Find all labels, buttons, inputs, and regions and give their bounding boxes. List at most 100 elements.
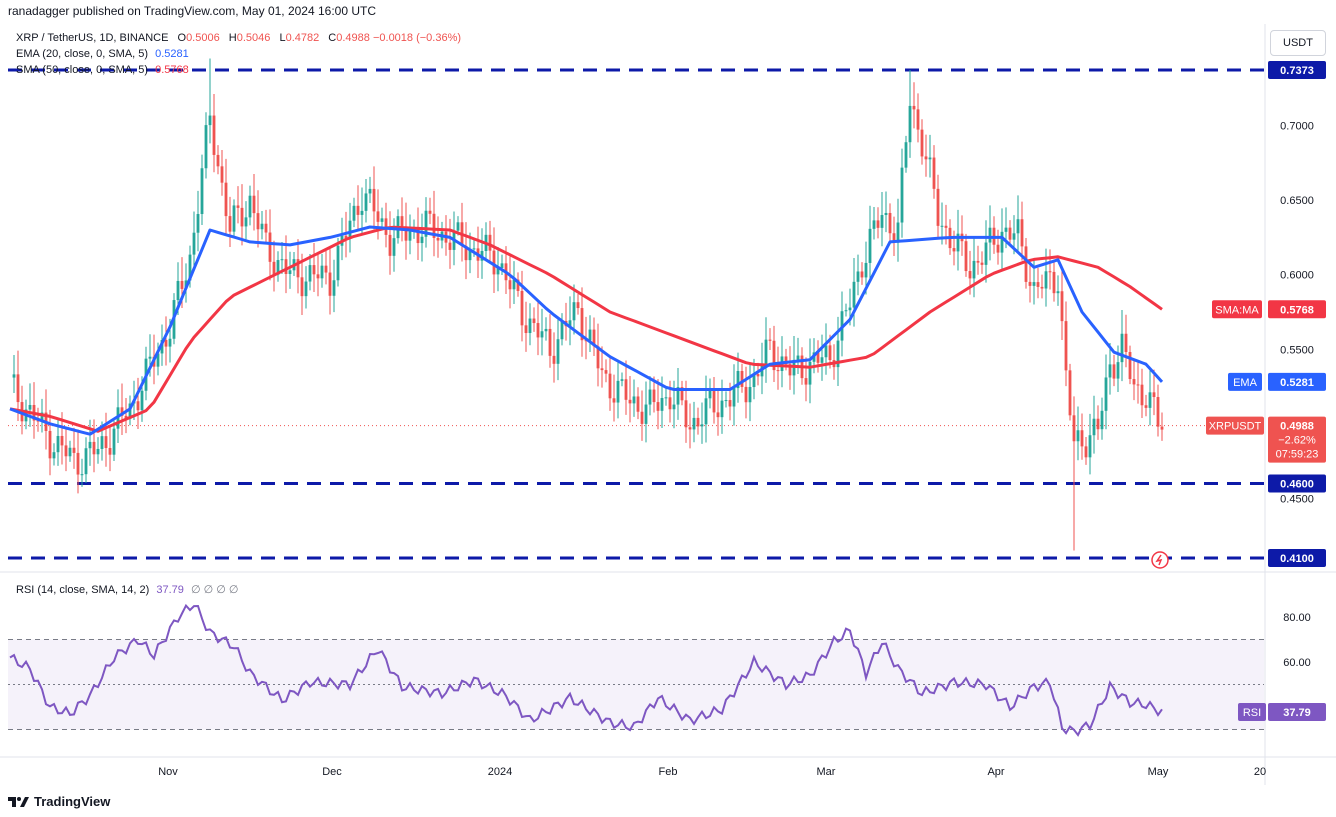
candle-body-21 [92, 441, 96, 455]
candle-body-20 [88, 441, 92, 449]
level-tag-2 [1268, 549, 1326, 567]
candle-body-120 [488, 234, 492, 251]
candle-body-151 [612, 398, 616, 403]
candle-body-128 [520, 290, 524, 326]
candle-body-40 [168, 338, 172, 347]
currency-button[interactable]: USDT [1270, 30, 1326, 56]
candle-body-184 [744, 386, 748, 403]
candle-body-146 [592, 329, 596, 347]
candle-body-39 [164, 339, 168, 347]
sma-legend-label: SMA (50, close, 0, SMA, 5) [16, 64, 149, 76]
level-tag-label-2: 0.4100 [1280, 553, 1314, 565]
candle-body-66 [272, 261, 276, 275]
time-tick-label-1: Dec [322, 766, 342, 778]
candle-body-264 [1064, 321, 1068, 371]
candle-body-60 [248, 195, 252, 218]
candle-body-183 [740, 370, 744, 387]
rsi-tick-label-1: 60.00 [1283, 657, 1311, 669]
candle-body-240 [968, 271, 972, 279]
candle-body-2 [16, 374, 20, 403]
candle-body-202 [816, 352, 820, 363]
price-tick-label-1: 0.6500 [1280, 195, 1314, 207]
rsi-tick-label-0: 80.00 [1283, 612, 1311, 624]
candle-body-145 [588, 329, 592, 341]
candle-body-225 [908, 105, 912, 143]
candle-body-272 [1096, 418, 1100, 430]
candle-body-80 [328, 272, 332, 296]
candle-body-116 [472, 248, 476, 250]
candle-body-213 [860, 271, 864, 278]
open-label: O [177, 32, 187, 44]
candle-body-49 [204, 125, 208, 169]
candle-body-19 [84, 448, 88, 475]
last-price-tag-change: −2.62% [1278, 435, 1316, 447]
candle-body-52 [216, 154, 220, 167]
candle-body-138 [560, 320, 564, 340]
candle-body-170 [688, 427, 692, 430]
candle-body-61 [252, 195, 256, 214]
candle-body-244 [984, 242, 988, 265]
candle-body-237 [956, 233, 960, 252]
tradingview-brand[interactable]: TradingView [8, 794, 110, 809]
candle-body-285 [1148, 392, 1152, 408]
candle-body-105 [428, 210, 432, 214]
tradingview-logo-icon [8, 796, 29, 807]
sma-legend-value: 0.5768 [155, 64, 189, 76]
candle-body-77 [316, 274, 320, 279]
candle-body-13 [60, 435, 64, 446]
candle-body-29 [124, 415, 128, 419]
candle-body-135 [548, 328, 552, 356]
candle-body-269 [1084, 446, 1088, 458]
candle-body-158 [640, 411, 644, 424]
candle-body-54 [224, 182, 228, 217]
candle-body-64 [264, 223, 268, 233]
candle-body-233 [940, 225, 944, 227]
candle-body-205 [828, 345, 832, 361]
candle-body-192 [776, 370, 780, 372]
price-tick-label-4: 0.4500 [1280, 493, 1314, 505]
symbol-tag-label: XRPUSDT [1209, 421, 1262, 433]
support-resistance-levels: 0.7373 0.4600 0.4100 [8, 61, 1326, 569]
candle-body-243 [980, 262, 984, 265]
candle-body-95 [388, 234, 392, 256]
candle-body-167 [676, 387, 680, 405]
candle-body-152 [616, 380, 620, 403]
name-tag-label-1: EMA [1233, 377, 1258, 389]
low-label: L [279, 32, 286, 44]
alert-clock-bolt [1155, 554, 1163, 566]
candle-body-168 [680, 387, 684, 401]
candle-body-271 [1092, 418, 1096, 436]
level-tag-0 [1268, 61, 1326, 79]
candle-body-258 [1040, 286, 1044, 289]
candle-body-204 [824, 345, 828, 358]
candle-body-16 [72, 447, 76, 453]
candle-body-70 [288, 270, 292, 274]
candle-body-207 [836, 340, 840, 368]
candle-body-218 [880, 215, 884, 228]
candle-body-122 [496, 267, 500, 275]
candle-body-232 [936, 188, 940, 226]
candle-body-81 [332, 280, 336, 296]
open-value: 0.5006 [186, 32, 220, 44]
candle-body-73 [300, 277, 304, 297]
candle-body-268 [1080, 430, 1084, 447]
candle-body-200 [808, 361, 812, 385]
candle-body-132 [536, 323, 540, 338]
candle-body-63 [260, 223, 264, 230]
candle-body-270 [1088, 435, 1092, 458]
candle-body-156 [632, 396, 636, 404]
candle-body-137 [556, 339, 560, 364]
candle-body-48 [200, 168, 204, 215]
candle-body-190 [768, 339, 772, 341]
time-tick-label-7: 20 [1254, 766, 1266, 778]
rsi-name-tag-label: RSI [1243, 707, 1261, 719]
candle-body-141 [572, 302, 576, 321]
candle-body-155 [628, 399, 632, 404]
candle-body-46 [192, 232, 196, 255]
candle-body-249 [1004, 227, 1008, 232]
candlestick-series [12, 58, 1164, 551]
candle-body-180 [728, 400, 732, 407]
candle-body-37 [156, 353, 160, 367]
candle-body-262 [1056, 291, 1060, 294]
